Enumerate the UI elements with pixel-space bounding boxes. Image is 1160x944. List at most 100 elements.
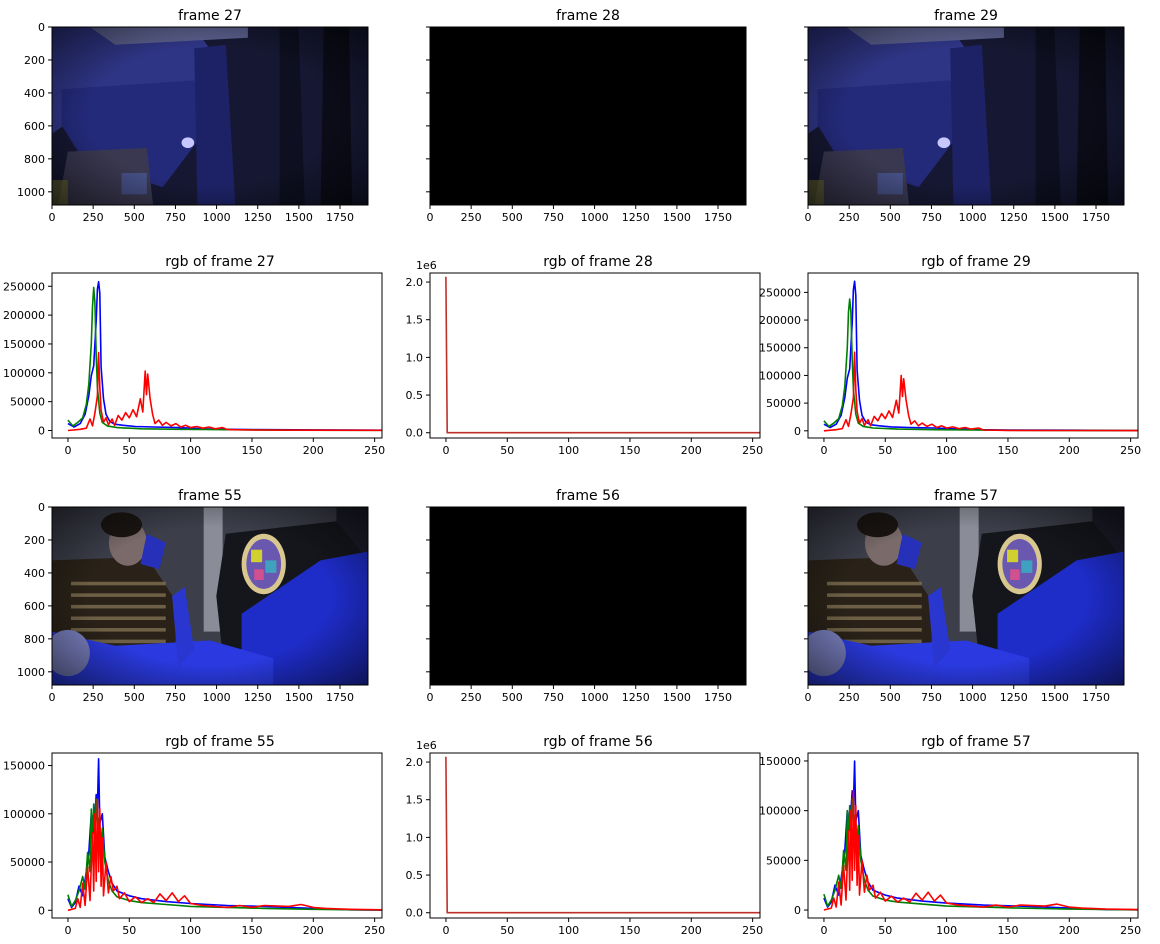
axes-frame xyxy=(429,752,761,919)
y-tick-label: 200000 xyxy=(3,309,45,322)
subplot-h29: rgb of frame 29 0 50 100 150 200 250 0 50000 1000… xyxy=(759,254,1141,457)
x-tick-label: 750 xyxy=(921,211,942,224)
y-tick-label: 0 xyxy=(794,425,801,438)
x-tick-label: 1500 xyxy=(285,691,313,704)
x-tick-label: 0 xyxy=(820,444,827,457)
subplot-title: frame 56 xyxy=(556,488,620,504)
x-tick-label: 250 xyxy=(742,444,763,457)
x-tick-label: 750 xyxy=(543,691,564,704)
y-tick-label: 250000 xyxy=(3,280,45,293)
series-line-red xyxy=(445,756,760,914)
subplot-title: frame 28 xyxy=(556,8,620,24)
y-tick-label: 200 xyxy=(24,534,45,547)
y-tick-label: 1.0 xyxy=(406,351,424,364)
y-tick-label: 0.0 xyxy=(406,427,424,440)
y-tick-label: 150000 xyxy=(3,760,45,773)
x-tick-label: 50 xyxy=(122,444,136,457)
x-tick-label: 150 xyxy=(241,444,262,457)
x-tick-label: 50 xyxy=(878,444,892,457)
y-tick-label: 50000 xyxy=(766,854,801,867)
x-tick-label: 0 xyxy=(820,924,827,937)
y-tick-label: 150000 xyxy=(759,755,801,768)
x-tick-label: 750 xyxy=(921,691,942,704)
subplot-f28: frame 28 0 250 500 750 1000 1250 1500 1750 xyxy=(426,8,747,224)
x-tick-label: 1500 xyxy=(663,211,691,224)
series-line-green xyxy=(67,798,382,911)
x-tick-label: 50 xyxy=(500,924,514,937)
x-tick-label: 1750 xyxy=(1082,691,1110,704)
y-tick-label: 1000 xyxy=(17,666,45,679)
x-tick-label: 200 xyxy=(303,444,324,457)
subplot-f55: frame 55 0 250 500 750 1000 1250 1500 1750 0 200 40… xyxy=(17,488,369,704)
frame-image xyxy=(808,27,1124,205)
x-tick-label: 0 xyxy=(442,444,449,457)
subplot-f27: frame 27 0 250 500 750 1000 1250 1500 1750 0 200 40… xyxy=(17,8,369,224)
x-tick-label: 200 xyxy=(303,924,324,937)
x-tick-label: 250 xyxy=(83,211,104,224)
y-tick-label: 1.5 xyxy=(406,794,424,807)
x-tick-label: 100 xyxy=(558,924,579,937)
series-group xyxy=(67,280,382,432)
x-tick-label: 0 xyxy=(427,211,434,224)
y-tick-label: 100000 xyxy=(759,369,801,382)
x-tick-label: 150 xyxy=(997,444,1018,457)
x-tick-label: 50 xyxy=(878,924,892,937)
x-tick-label: 100 xyxy=(180,924,201,937)
x-tick-label: 250 xyxy=(461,691,482,704)
x-tick-label: 1000 xyxy=(203,211,231,224)
x-tick-label: 1250 xyxy=(622,691,650,704)
x-tick-label: 200 xyxy=(1059,444,1080,457)
axes-frame xyxy=(51,272,383,439)
x-tick-label: 0 xyxy=(64,444,71,457)
subplot-title: rgb of frame 57 xyxy=(921,734,1030,750)
y-tick-label: 1.0 xyxy=(406,831,424,844)
axes-frame xyxy=(51,26,369,206)
subplot-h55: rgb of frame 55 0 50 100 150 200 250 0 50000 1000… xyxy=(3,734,385,937)
y-tick-label: 250000 xyxy=(759,286,801,299)
subplot-f56: frame 56 0 250 500 750 1000 1250 1500 1750 xyxy=(426,488,747,704)
x-tick-label: 500 xyxy=(502,691,523,704)
x-tick-label: 500 xyxy=(502,211,523,224)
x-tick-label: 250 xyxy=(364,444,385,457)
axes-frame xyxy=(429,26,747,206)
y-tick-label: 0 xyxy=(794,904,801,917)
x-tick-label: 50 xyxy=(500,444,514,457)
subplot-title: rgb of frame 55 xyxy=(165,734,274,750)
frame-image xyxy=(52,507,368,685)
x-tick-label: 1500 xyxy=(1041,211,1069,224)
series-line-red xyxy=(445,276,760,434)
axes-frame xyxy=(807,272,1139,439)
x-tick-label: 250 xyxy=(1120,924,1141,937)
x-tick-label: 1000 xyxy=(581,211,609,224)
y-tick-label: 50000 xyxy=(10,396,45,409)
y-tick-label: 0 xyxy=(38,904,45,917)
y-tick-label: 600 xyxy=(24,120,45,133)
x-tick-label: 250 xyxy=(364,924,385,937)
x-tick-label: 1750 xyxy=(704,211,732,224)
y-tick-label: 1.5 xyxy=(406,314,424,327)
x-tick-label: 1000 xyxy=(203,691,231,704)
y-tick-label: 150000 xyxy=(3,338,45,351)
x-tick-label: 1000 xyxy=(581,691,609,704)
y-tick-label: 0.0 xyxy=(406,907,424,920)
x-tick-label: 100 xyxy=(936,924,957,937)
x-tick-label: 0 xyxy=(442,924,449,937)
x-tick-label: 250 xyxy=(742,924,763,937)
x-tick-label: 100 xyxy=(936,444,957,457)
x-tick-label: 1250 xyxy=(244,211,272,224)
x-tick-label: 0 xyxy=(805,211,812,224)
frame-image xyxy=(430,507,746,685)
y-offset-label: 1e6 xyxy=(416,739,437,752)
y-tick-label: 150000 xyxy=(759,342,801,355)
series-line-red xyxy=(823,790,1138,911)
series-group xyxy=(823,760,1138,911)
y-tick-label: 400 xyxy=(24,87,45,100)
x-tick-label: 1250 xyxy=(1000,691,1028,704)
x-tick-label: 750 xyxy=(165,691,186,704)
y-tick-label: 0 xyxy=(38,21,45,34)
axes-frame xyxy=(51,506,369,686)
y-tick-label: 200 xyxy=(24,54,45,67)
x-tick-label: 1250 xyxy=(1000,211,1028,224)
x-tick-label: 1250 xyxy=(622,211,650,224)
